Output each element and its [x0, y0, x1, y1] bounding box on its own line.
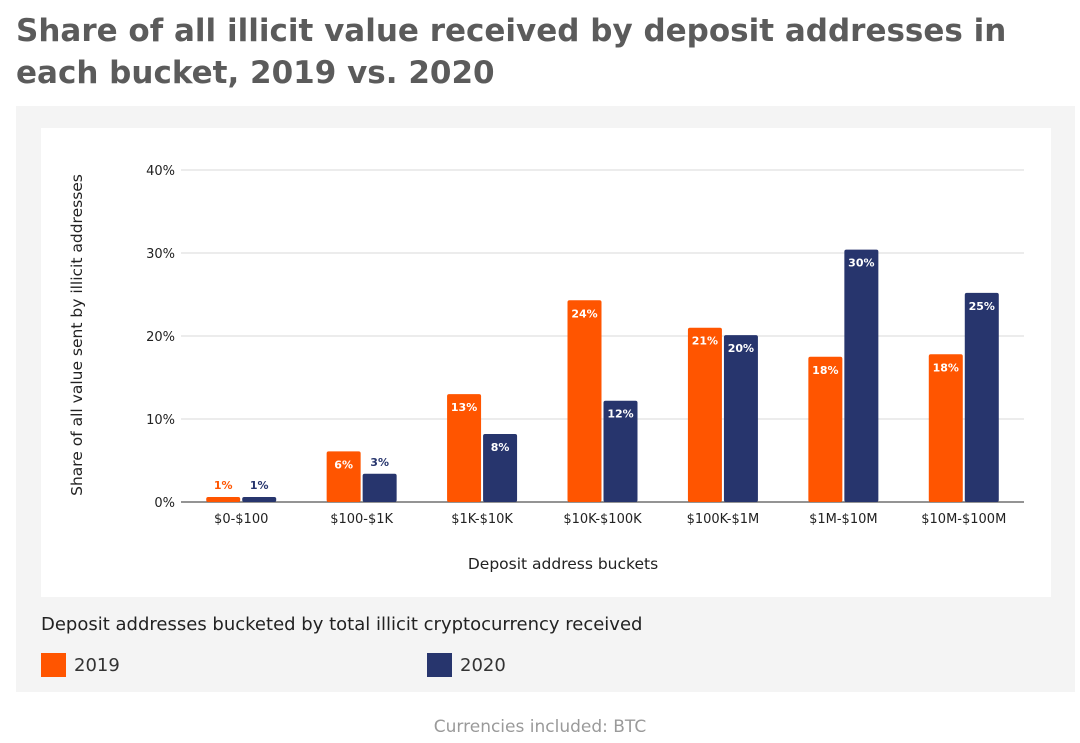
chart-panel: 1% 1% 6% 3% 13% 8% 24% 12% 21% 20% 18% 30% 18% 25% 0%… [16, 106, 1075, 692]
x-tick-label: $1K-$10K [451, 512, 513, 527]
data-label: 6% [334, 458, 353, 471]
data-label: 21% [692, 335, 718, 348]
legend-title: Deposit addresses bucketed by total illi… [41, 614, 643, 635]
x-tick-label: $100K-$1M [687, 512, 760, 527]
bar-2019-0 [206, 497, 241, 502]
bar-2019-1 [326, 451, 361, 502]
footnote: Currencies included: BTC [433, 717, 647, 737]
data-label: 13% [451, 401, 477, 414]
legend-item-2020[interactable]: 2020 [427, 651, 506, 679]
bar-2019-2 [447, 394, 482, 502]
legend-label-2019: 2019 [74, 654, 120, 676]
legend-swatch-2020 [427, 653, 452, 677]
bar-2019-6 [928, 354, 963, 502]
x-axis-title: Deposit address buckets [468, 555, 658, 573]
y-tick-label: 0% [154, 496, 175, 511]
data-label: 1% [250, 479, 269, 492]
data-label: 25% [969, 300, 995, 313]
data-label: 1% [214, 479, 233, 492]
bar-chart: 1% 1% 6% 3% 13% 8% 24% 12% 21% 20% 18% 30% 18% 25% 0%… [68, 164, 1024, 573]
bar-2019-5 [808, 356, 843, 502]
bar-2019-4 [687, 327, 722, 502]
x-tick-label: $10M-$100M [921, 512, 1006, 527]
y-tick-label: 10% [146, 413, 175, 428]
legend-label-2020: 2020 [460, 654, 506, 676]
data-label: 18% [933, 361, 959, 374]
y-tick-label: 20% [146, 330, 175, 345]
data-label: 20% [728, 342, 754, 355]
bar-2020-6 [964, 292, 999, 502]
legend-item-2019[interactable]: 2019 [41, 651, 120, 679]
data-label: 3% [370, 456, 389, 469]
data-label: 8% [491, 441, 510, 454]
bar-2020-5 [844, 249, 879, 502]
bar-2020-2 [483, 433, 518, 502]
y-axis-title: Share of all value sent by illicit addre… [68, 174, 86, 496]
bar-2020-4 [723, 335, 758, 502]
plot-area: 1% 1% 6% 3% 13% 8% 24% 12% 21% 20% 18% 30% 18% 25% 0%… [41, 128, 1051, 597]
y-tick-label: 30% [146, 247, 175, 262]
x-tick-label: $100-$1K [330, 512, 393, 527]
y-tick-label: 40% [146, 164, 175, 179]
data-label: 18% [812, 364, 838, 377]
legend-swatch-2019 [41, 653, 66, 677]
chart-title: Share of all illicit value received by d… [16, 13, 1007, 91]
bar-2020-3 [603, 400, 638, 502]
data-label: 24% [571, 307, 597, 320]
x-tick-label: $0-$100 [214, 512, 268, 527]
bar-2019-3 [567, 300, 602, 502]
data-label: 30% [848, 257, 874, 270]
x-tick-label: $10K-$100K [563, 512, 642, 527]
data-label: 12% [607, 408, 633, 421]
bar-2020-0 [242, 497, 277, 502]
bar-2020-1 [362, 473, 397, 502]
x-tick-label: $1M-$10M [809, 512, 877, 527]
